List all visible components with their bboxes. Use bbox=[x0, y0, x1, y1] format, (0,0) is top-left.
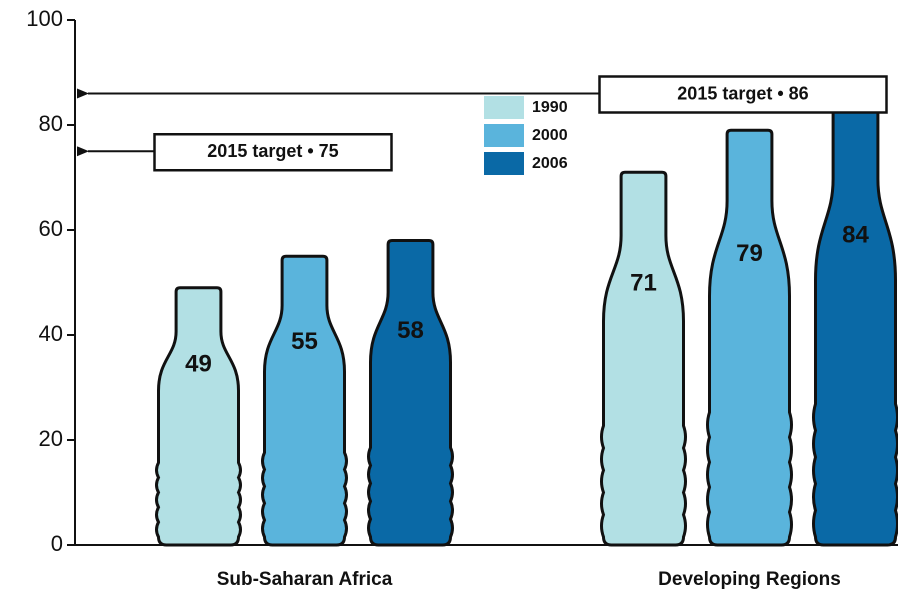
x-tick-label: Sub-Saharan Africa bbox=[217, 569, 393, 590]
bottle bbox=[369, 241, 453, 546]
legend-label: 1990 bbox=[532, 99, 568, 116]
y-tick-label: 40 bbox=[39, 321, 63, 346]
bottle bbox=[157, 288, 241, 545]
bottle bbox=[602, 172, 686, 545]
legend-swatch bbox=[484, 124, 524, 147]
target-label: 2015 target • 75 bbox=[207, 141, 338, 161]
value-label: 49 bbox=[185, 350, 212, 377]
bottle bbox=[263, 256, 347, 545]
value-label: 58 bbox=[397, 317, 424, 344]
value-label: 55 bbox=[291, 328, 318, 355]
x-tick-label: Developing Regions bbox=[658, 569, 841, 590]
value-label: 79 bbox=[736, 240, 763, 267]
y-tick-label: 80 bbox=[39, 111, 63, 136]
y-tick-label: 100 bbox=[26, 6, 63, 31]
chart: 0 20 40 60 80 100 Sub-Saharan Africa 49 55 58 Deve… bbox=[0, 0, 898, 595]
target-label: 2015 target • 86 bbox=[677, 83, 808, 103]
bottle bbox=[708, 130, 792, 545]
y-tick-label: 0 bbox=[51, 531, 63, 556]
legend-swatch bbox=[484, 152, 524, 175]
legend-label: 2000 bbox=[532, 127, 568, 144]
bottle bbox=[814, 104, 898, 545]
y-tick-label: 20 bbox=[39, 426, 63, 451]
y-tick-label: 60 bbox=[39, 216, 63, 241]
legend-label: 2006 bbox=[532, 155, 568, 172]
value-label: 71 bbox=[630, 269, 657, 296]
page: {"chart_data": {"type": "bottle", "categ… bbox=[0, 0, 898, 595]
legend-swatch bbox=[484, 96, 524, 119]
value-label: 84 bbox=[842, 222, 869, 249]
